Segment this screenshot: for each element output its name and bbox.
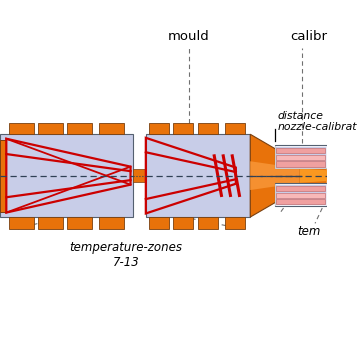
Bar <box>0 134 133 217</box>
Bar <box>9 217 34 229</box>
Bar <box>9 123 34 134</box>
Bar <box>67 217 92 229</box>
Text: calibr: calibr <box>290 30 327 43</box>
Bar <box>99 123 124 134</box>
Bar <box>276 184 326 205</box>
Bar <box>276 155 325 160</box>
Text: mould: mould <box>168 30 210 43</box>
Bar <box>150 123 169 134</box>
Bar <box>274 145 327 168</box>
Polygon shape <box>300 168 327 183</box>
Bar <box>276 193 325 198</box>
Bar <box>276 146 326 168</box>
Bar <box>274 183 327 206</box>
Bar <box>38 217 63 229</box>
Text: tem: tem <box>297 225 321 238</box>
Bar <box>276 185 325 191</box>
Bar <box>173 123 193 134</box>
Bar <box>198 123 218 134</box>
Bar <box>198 217 218 229</box>
Bar <box>276 161 325 167</box>
Text: distance
nozzle-calibrat: distance nozzle-calibrat <box>277 111 357 132</box>
Bar <box>133 170 146 182</box>
Polygon shape <box>250 134 300 217</box>
Bar <box>150 217 169 229</box>
Bar <box>67 123 92 134</box>
Bar <box>225 123 245 134</box>
Bar <box>99 217 124 229</box>
Bar <box>225 217 245 229</box>
Bar <box>146 134 250 217</box>
Bar <box>0 140 6 212</box>
Text: temperature-zones
7-13: temperature-zones 7-13 <box>70 241 183 269</box>
Bar <box>276 148 325 153</box>
Polygon shape <box>250 161 300 190</box>
Bar <box>173 217 193 229</box>
Bar <box>276 199 325 204</box>
Polygon shape <box>300 163 327 188</box>
Bar <box>38 123 63 134</box>
